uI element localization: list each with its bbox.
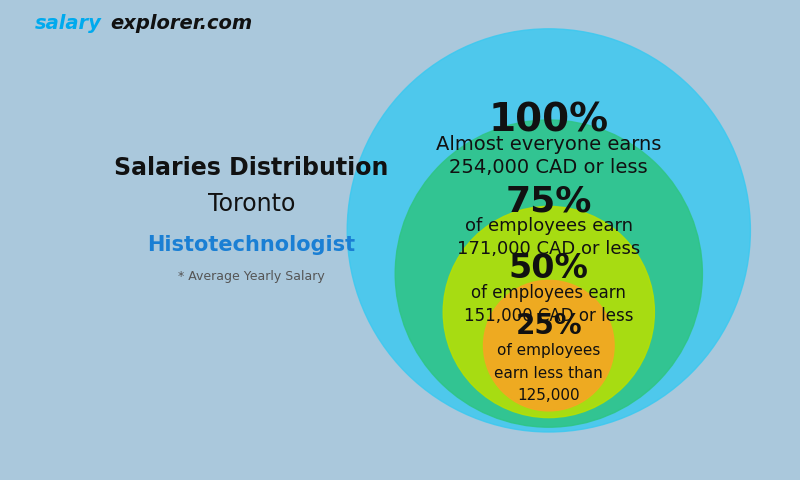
Text: 100%: 100% bbox=[489, 101, 609, 139]
Circle shape bbox=[483, 280, 614, 411]
Text: earn less than: earn less than bbox=[494, 366, 603, 381]
Text: Almost everyone earns: Almost everyone earns bbox=[436, 135, 662, 154]
Text: 50%: 50% bbox=[509, 252, 589, 285]
Text: 254,000 CAD or less: 254,000 CAD or less bbox=[450, 157, 648, 177]
Text: explorer.com: explorer.com bbox=[110, 14, 252, 34]
Text: Toronto: Toronto bbox=[207, 192, 295, 216]
Text: 75%: 75% bbox=[506, 185, 592, 218]
Text: Histotechnologist: Histotechnologist bbox=[147, 235, 355, 255]
Text: 25%: 25% bbox=[515, 312, 582, 340]
Text: * Average Yearly Salary: * Average Yearly Salary bbox=[178, 270, 325, 283]
Text: 171,000 CAD or less: 171,000 CAD or less bbox=[457, 240, 641, 258]
Circle shape bbox=[443, 206, 654, 418]
Text: of employees earn: of employees earn bbox=[465, 217, 633, 235]
Text: 151,000 CAD or less: 151,000 CAD or less bbox=[464, 307, 634, 325]
Text: 125,000: 125,000 bbox=[518, 388, 580, 403]
Text: of employees earn: of employees earn bbox=[471, 284, 626, 302]
Text: salary: salary bbox=[35, 14, 102, 34]
Circle shape bbox=[395, 120, 702, 427]
Text: Salaries Distribution: Salaries Distribution bbox=[114, 156, 388, 180]
Circle shape bbox=[347, 29, 750, 432]
Text: of employees: of employees bbox=[497, 343, 601, 358]
